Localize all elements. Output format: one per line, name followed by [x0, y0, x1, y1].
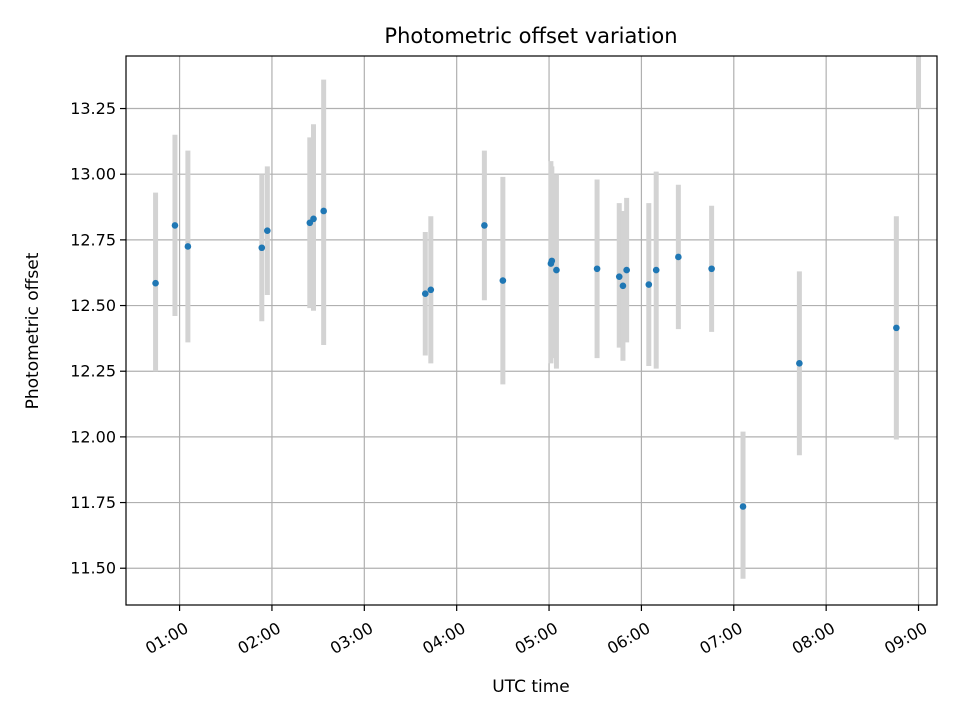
data-point	[421, 290, 429, 298]
grid	[126, 56, 937, 605]
y-tick-label: 12.75	[70, 230, 116, 249]
data-point	[593, 265, 601, 273]
data-point	[675, 253, 682, 261]
data-point	[184, 243, 192, 250]
data-point	[264, 227, 271, 234]
data-point	[427, 286, 435, 294]
plot-frame	[125, 55, 938, 606]
data-point	[152, 279, 159, 287]
data-point	[320, 207, 327, 215]
data-point	[645, 281, 653, 288]
y-tick-label: 13.00	[70, 165, 116, 184]
data-point	[739, 503, 747, 510]
data-point	[623, 266, 630, 274]
data-point	[652, 266, 660, 274]
y-tick-label: 12.50	[70, 296, 116, 315]
data-point	[893, 324, 900, 332]
data-point	[796, 360, 803, 367]
data-point	[553, 266, 560, 274]
y-tick-label: 11.75	[70, 493, 116, 512]
data-point	[615, 273, 623, 280]
chart-title: Photometric offset variation	[384, 24, 677, 48]
y-tick-label: 12.00	[70, 427, 116, 446]
y-tick-label: 12.25	[70, 362, 116, 381]
data-point	[481, 222, 488, 229]
data-point	[619, 282, 627, 290]
data-point	[171, 222, 179, 229]
y-tick-label: 13.25	[70, 99, 116, 118]
x-axis-title: UTC time	[492, 677, 570, 697]
data-series	[152, 56, 922, 579]
data-point	[499, 277, 507, 284]
data-point	[548, 257, 556, 265]
data-point	[708, 265, 715, 273]
y-tick-label: 11.50	[70, 559, 116, 578]
data-point	[258, 244, 266, 252]
data-point	[310, 215, 317, 223]
y-axis-title: Photometric offset	[23, 252, 43, 409]
